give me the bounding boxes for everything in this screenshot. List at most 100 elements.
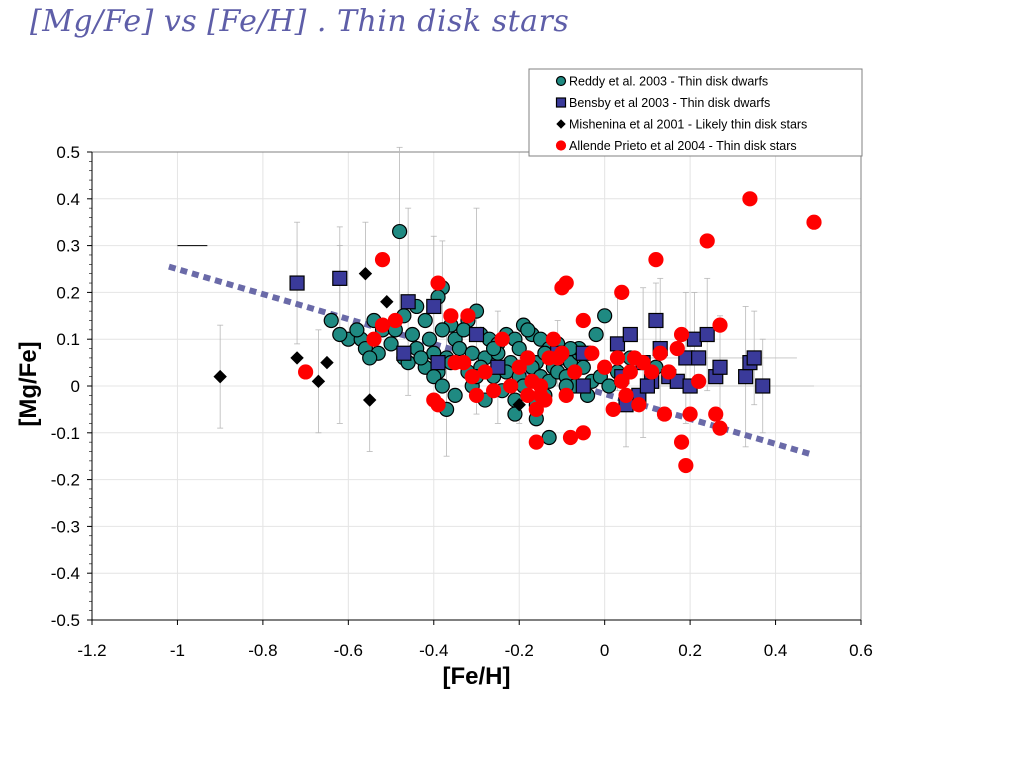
data-point-square — [738, 369, 754, 385]
legend-label: Bensby et al 2003 - Thin disk dwarfs — [569, 96, 770, 110]
data-point-circle — [567, 364, 583, 380]
data-point-circle — [669, 340, 685, 357]
data-point-circle — [456, 355, 472, 371]
data-point-circle — [597, 359, 613, 375]
data-point-circle — [562, 429, 579, 446]
y-tick-label: 0.5 — [56, 143, 80, 162]
data-point-circle — [806, 214, 822, 230]
data-point-circle — [404, 326, 421, 343]
data-point-circle — [528, 401, 544, 417]
data-point-circle — [421, 331, 438, 347]
data-point-circle — [298, 364, 314, 380]
legend-box — [528, 68, 863, 157]
data-point-circle — [712, 317, 728, 333]
y-tick-label: 0.2 — [56, 283, 80, 302]
data-point-square — [691, 350, 707, 366]
data-point-circle — [584, 345, 600, 361]
data-point-circle — [468, 387, 485, 403]
data-point-diamond — [358, 266, 373, 281]
data-point-circle — [532, 387, 549, 403]
data-point-circle — [601, 378, 617, 394]
data-point-circle — [511, 340, 527, 357]
data-point-square — [289, 275, 305, 291]
data-point-circle — [708, 406, 724, 422]
x-tick-label: -0.2 — [505, 641, 534, 660]
trend-line — [168, 263, 811, 457]
x-tick-label: -1.2 — [77, 641, 106, 660]
x-tick-label: 0 — [600, 641, 609, 660]
y-tick-label: 0.4 — [56, 190, 80, 209]
data-point-circle — [485, 340, 502, 357]
data-point-square — [686, 331, 702, 347]
data-point-circle — [618, 387, 634, 403]
data-point-circle — [673, 434, 690, 450]
data-point-circle — [349, 322, 365, 338]
data-point-circle — [635, 355, 651, 371]
data-point-square — [639, 378, 655, 394]
data-point-square — [609, 336, 626, 352]
data-point-circle — [520, 387, 536, 403]
legend-label: Reddy et al. 2003 - Thin disk dwarfs — [569, 75, 768, 89]
data-point-circle — [520, 350, 536, 366]
data-point-square — [622, 326, 638, 343]
data-point-circle — [605, 401, 621, 417]
data-point-circle — [430, 275, 446, 291]
data-point-circle — [678, 457, 694, 474]
data-point-square — [755, 378, 771, 394]
data-point-square — [648, 312, 664, 329]
data-point-circle — [387, 312, 403, 329]
data-point-square — [699, 326, 715, 343]
data-point-circle — [456, 322, 472, 338]
x-tick-label: 0.2 — [678, 641, 702, 660]
slide-title: [Mg/Fe] vs [Fe/H] . Thin disk stars — [30, 4, 570, 39]
data-point-circle — [477, 364, 493, 380]
legend-marker — [556, 119, 566, 129]
data-point-circle — [545, 331, 562, 347]
data-point-circle — [464, 369, 480, 385]
data-point-square — [712, 359, 728, 375]
data-point-circle — [503, 378, 519, 394]
y-tick-label: 0.3 — [56, 237, 80, 256]
data-point-square — [490, 359, 506, 375]
data-point-circle — [558, 387, 574, 403]
data-point-circle — [460, 308, 476, 324]
legend-marker — [555, 75, 567, 87]
data-point-square — [400, 294, 416, 310]
data-point-circle — [362, 350, 378, 366]
legend-marker — [555, 140, 567, 151]
data-point-square — [430, 355, 446, 371]
data-point-circle — [652, 345, 668, 361]
data-point-circle — [366, 331, 382, 347]
data-point-circle — [383, 336, 399, 352]
data-point-circle — [447, 387, 463, 403]
x-tick-label: -0.8 — [248, 641, 277, 660]
data-point-circle — [614, 373, 630, 389]
data-point-diamond — [311, 374, 326, 389]
data-point-circle — [644, 364, 660, 380]
y-tick-label: -0.2 — [51, 471, 80, 490]
chart-legend: Reddy et al. 2003 - Thin disk dwarfs Bens… — [528, 68, 863, 157]
data-point-circle — [392, 223, 408, 240]
data-point-circle — [575, 312, 591, 329]
data-point-square — [426, 298, 442, 315]
data-point-diamond — [320, 355, 334, 370]
data-point-circle — [323, 312, 339, 329]
data-point-circle — [511, 359, 527, 375]
chart-trend-line — [168, 263, 811, 457]
data-point-circle — [661, 364, 677, 380]
data-point-circle — [417, 312, 433, 329]
legend-label: Mishenina et al 2001 - Likely thin disk … — [569, 118, 807, 132]
y-tick-label: -0.1 — [51, 424, 80, 443]
data-point-diamond — [362, 393, 377, 407]
data-point-circle — [413, 350, 429, 366]
data-point-circle — [656, 406, 673, 422]
data-point-circle — [614, 284, 630, 300]
data-point-circle — [332, 326, 348, 343]
data-point-circle — [520, 322, 536, 338]
data-point-square — [746, 350, 762, 366]
data-point-circle — [494, 331, 510, 347]
data-point-circle — [712, 420, 728, 436]
data-point-circle — [673, 326, 690, 343]
data-point-circle — [374, 317, 391, 333]
